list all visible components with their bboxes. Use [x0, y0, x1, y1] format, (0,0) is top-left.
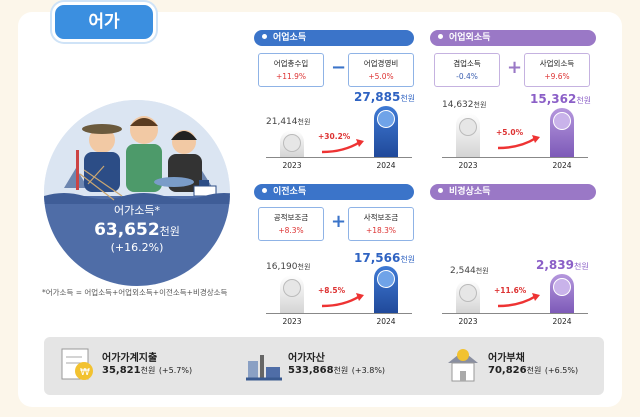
year-label: 2023	[282, 317, 302, 326]
nonfishery-income-header: 어업외소득	[430, 30, 596, 46]
fishery-gross-box: 어업총수입 +11.9%	[258, 53, 324, 87]
transfer-2023-value: 16,190천원	[266, 262, 311, 272]
summary-title: 어가가계지출	[102, 353, 158, 364]
sub-label: 사적보조금	[363, 213, 399, 222]
house-icon	[448, 349, 478, 382]
growth-arrow-icon	[321, 293, 364, 308]
fish-coin-icon	[377, 270, 395, 288]
svg-text:₩: ₩	[80, 367, 90, 378]
fisher-family-illustration	[44, 100, 230, 286]
harbor-icon	[246, 355, 282, 381]
household-assets: 어가자산 533,868천원 (+3.8%)	[244, 345, 424, 387]
total-income: 어가소득* 63,652천원 (+16.2%)	[44, 202, 230, 254]
formula-note: *어가소득 = 어업소득+어업외소득+이전소득+비경상소득	[42, 288, 228, 297]
sub-change: +5.0%	[368, 72, 394, 81]
sub-change: +18.3%	[365, 226, 397, 235]
sub-label: 겸업소득	[453, 59, 481, 68]
year-label: 2023	[458, 317, 478, 326]
plus-operator: +	[331, 211, 347, 232]
year-label: 2024	[376, 317, 396, 326]
summary-value: 35,821천원 (+5.7%)	[102, 365, 193, 376]
fish-coin-icon	[459, 118, 477, 136]
growth-arrow-icon	[497, 293, 540, 308]
page-title: 어가	[52, 2, 156, 42]
fishery-2024-value: 27,885천원	[354, 90, 416, 104]
minus-operator: −	[331, 57, 347, 78]
sub-label: 어업총수입	[273, 59, 309, 68]
household-expense: ₩ 어가가계지출 35,821천원 (+5.7%)	[58, 345, 228, 387]
summary-value: 533,868천원 (+3.8%)	[288, 365, 386, 376]
sub-label: 공적보조금	[273, 213, 309, 222]
axis-line	[266, 157, 412, 158]
fish-coin-icon	[377, 110, 395, 128]
year-label: 2023	[458, 161, 478, 170]
sub-label: 사업외소득	[539, 59, 575, 68]
axis-line	[442, 313, 588, 314]
year-label: 2024	[552, 317, 572, 326]
total-income-label: 어가소득*	[114, 204, 160, 217]
plus-operator: +	[507, 57, 523, 78]
axis-line	[442, 157, 588, 158]
fishery-rate: +30.2%	[318, 132, 351, 141]
fish-coin-icon	[459, 284, 477, 302]
nonfishery-rate: +5.0%	[496, 128, 524, 137]
fishery-income-header: 어업소득	[254, 30, 414, 46]
fish-coin-icon	[553, 112, 571, 130]
sub-change: -0.4%	[456, 72, 478, 81]
sub-label: 어업경영비	[363, 59, 399, 68]
growth-arrow-icon	[497, 135, 540, 150]
irregular-2023-value: 2,544천원	[450, 266, 489, 276]
sub-change: +11.9%	[275, 72, 307, 81]
summary-title: 어가자산	[288, 353, 325, 364]
fishery-cost-box: 어업경영비 +5.0%	[348, 53, 414, 87]
summary-bar: ₩ 어가가계지출 35,821천원 (+5.7%) 어가자산 533,868천원…	[44, 337, 604, 395]
nonfishery-2023-value: 14,632천원	[442, 100, 487, 110]
receipt-icon: ₩	[61, 348, 93, 380]
fishery-2023-value: 21,414천원	[266, 117, 311, 127]
nonfishery-2024-value: 15,362천원	[530, 92, 592, 106]
growth-arrow-icon	[321, 139, 364, 154]
axis-line	[266, 313, 412, 314]
transfer-2024-value: 17,566천원	[354, 251, 416, 265]
total-income-value: 63,652천원	[94, 220, 180, 240]
summary-title: 어가부채	[488, 353, 525, 364]
irregular-2024-value: 2,839천원	[536, 258, 589, 272]
other-business-box: 사업외소득 +9.6%	[524, 53, 590, 87]
fish-coin-icon	[553, 278, 571, 296]
private-subsidy-box: 사적보조금 +18.3%	[348, 207, 414, 241]
public-subsidy-box: 공적보조금 +8.3%	[258, 207, 324, 241]
year-label: 2023	[282, 161, 302, 170]
transfer-rate: +8.5%	[318, 286, 346, 295]
fish-coin-icon	[283, 134, 301, 152]
year-label: 2024	[552, 161, 572, 170]
sub-change: +8.3%	[278, 226, 304, 235]
fish-coin-icon	[283, 279, 301, 297]
household-debt: 어가부채 70,826천원 (+6.5%)	[444, 345, 604, 387]
side-business-box: 겸업소득 -0.4%	[434, 53, 500, 87]
irregular-income-header: 비경상소득	[430, 184, 596, 200]
total-income-change: (+16.2%)	[110, 241, 164, 254]
year-label: 2024	[376, 161, 396, 170]
irregular-rate: +11.6%	[494, 286, 527, 295]
summary-value: 70,826천원 (+6.5%)	[488, 365, 579, 376]
sub-change: +9.6%	[544, 72, 570, 81]
transfer-income-header: 이전소득	[254, 184, 414, 200]
